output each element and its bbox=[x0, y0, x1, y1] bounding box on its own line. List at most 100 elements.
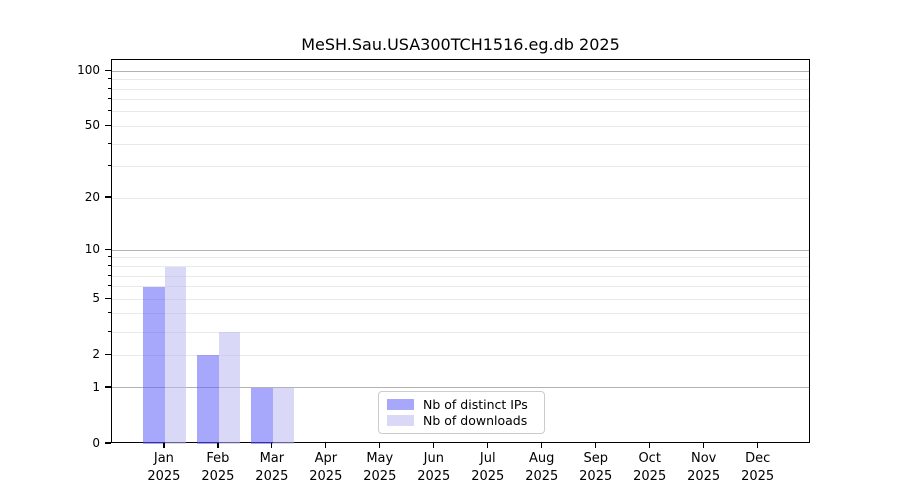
bar-distinct-ips bbox=[251, 388, 273, 444]
x-tick-label: Feb 2025 bbox=[176, 450, 260, 485]
y-minor-tick bbox=[107, 142, 111, 144]
x-tick-year: 2025 bbox=[147, 468, 181, 484]
y-minor-tick bbox=[107, 285, 111, 287]
y-tick-label: 0 bbox=[92, 435, 100, 450]
y-minor-tick bbox=[107, 87, 111, 89]
x-tick-year: 2025 bbox=[309, 468, 343, 484]
x-tick-year: 2025 bbox=[417, 468, 451, 484]
x-tick bbox=[271, 443, 273, 448]
x-tick-month: Mar bbox=[259, 451, 285, 466]
gridline-minor bbox=[112, 79, 809, 81]
x-tick bbox=[163, 443, 165, 448]
gridline-minor bbox=[112, 266, 809, 267]
x-tick bbox=[217, 443, 219, 448]
gridline-major bbox=[112, 249, 809, 251]
x-tick bbox=[649, 443, 651, 448]
x-tick-month: Oct bbox=[638, 451, 661, 466]
y-tick-label: 20 bbox=[84, 189, 100, 204]
gridline-major bbox=[112, 70, 809, 72]
gridline-major bbox=[112, 387, 809, 389]
x-tick-label: Dec 2025 bbox=[716, 450, 800, 485]
gridline-minor bbox=[112, 354, 809, 356]
bar-distinct-ips bbox=[197, 355, 219, 444]
gridline-minor bbox=[112, 125, 809, 127]
x-tick bbox=[595, 443, 597, 448]
y-minor-tick bbox=[107, 165, 111, 167]
x-tick-label: Sep 2025 bbox=[554, 450, 638, 485]
y-tick bbox=[105, 69, 111, 71]
x-tick-label: Mar 2025 bbox=[230, 450, 314, 485]
x-tick-label: Jun 2025 bbox=[392, 450, 476, 485]
x-tick-year: 2025 bbox=[525, 468, 559, 484]
x-tick bbox=[379, 443, 381, 448]
x-tick-label: Oct 2025 bbox=[608, 450, 692, 485]
x-tick-month: Jan bbox=[153, 451, 174, 466]
chart-title: MeSH.Sau.USA300TCH1516.eg.db 2025 bbox=[301, 35, 620, 54]
plot-area bbox=[111, 59, 810, 444]
y-tick bbox=[105, 442, 111, 444]
x-tick-label: May 2025 bbox=[338, 450, 422, 485]
x-tick-year: 2025 bbox=[201, 468, 235, 484]
x-tick-label: Jul 2025 bbox=[446, 450, 530, 485]
gridline-minor bbox=[112, 111, 809, 113]
x-tick-label: Apr 2025 bbox=[284, 450, 368, 485]
gridline-minor bbox=[112, 197, 809, 199]
x-tick-month: Sep bbox=[583, 451, 608, 466]
y-minor-tick bbox=[107, 78, 111, 80]
legend-label-downloads: Nb of downloads bbox=[423, 413, 528, 429]
gridline-minor bbox=[112, 166, 809, 168]
x-tick-month: Feb bbox=[206, 451, 230, 466]
bar-downloads bbox=[272, 388, 295, 444]
x-tick-year: 2025 bbox=[255, 468, 289, 484]
x-tick-month: Dec bbox=[745, 451, 771, 466]
y-tick bbox=[105, 386, 111, 388]
y-tick bbox=[105, 297, 111, 299]
x-tick-month: Aug bbox=[529, 451, 555, 466]
y-tick bbox=[105, 248, 111, 250]
gridline-minor bbox=[112, 331, 809, 333]
bar-distinct-ips bbox=[143, 286, 165, 444]
y-tick-label: 10 bbox=[84, 241, 100, 256]
y-minor-tick bbox=[107, 98, 111, 100]
gridline-minor bbox=[112, 143, 809, 145]
x-tick bbox=[325, 443, 327, 448]
y-tick-label: 1 bbox=[92, 379, 100, 394]
x-tick-year: 2025 bbox=[363, 468, 397, 484]
x-tick-year: 2025 bbox=[741, 468, 775, 484]
legend-swatch-distinct-ips bbox=[387, 398, 414, 410]
y-minor-tick bbox=[107, 256, 111, 258]
x-tick-month: May bbox=[366, 451, 394, 466]
gridline-minor bbox=[112, 286, 809, 288]
y-tick-label: 2 bbox=[92, 346, 100, 361]
y-tick bbox=[105, 196, 111, 198]
x-tick bbox=[703, 443, 705, 448]
x-tick-year: 2025 bbox=[633, 468, 667, 484]
y-tick-label: 100 bbox=[77, 62, 100, 77]
legend-item-distinct-ips: Nb of distinct IPs bbox=[387, 397, 536, 412]
x-tick-year: 2025 bbox=[471, 468, 505, 484]
x-tick-label: Nov 2025 bbox=[662, 450, 746, 485]
gridline-minor bbox=[112, 88, 809, 90]
y-minor-tick bbox=[107, 330, 111, 332]
x-tick-month: Jul bbox=[479, 451, 496, 466]
gridline-minor bbox=[112, 298, 809, 300]
legend-swatch-downloads bbox=[387, 415, 414, 427]
gridline-minor bbox=[112, 313, 809, 315]
x-tick bbox=[487, 443, 489, 448]
bar-downloads bbox=[164, 266, 187, 444]
legend-label-distinct-ips: Nb of distinct IPs bbox=[423, 396, 528, 412]
x-tick-month: Apr bbox=[314, 451, 338, 466]
x-tick-month: Jun bbox=[423, 451, 444, 466]
y-tick-label: 5 bbox=[92, 290, 100, 305]
x-tick bbox=[541, 443, 543, 448]
y-tick bbox=[105, 124, 111, 127]
x-tick-label: Aug 2025 bbox=[500, 450, 584, 485]
y-minor-tick bbox=[107, 265, 111, 266]
x-tick-year: 2025 bbox=[687, 468, 721, 484]
x-tick bbox=[433, 443, 435, 448]
x-tick-month: Nov bbox=[690, 451, 717, 466]
bar-downloads bbox=[218, 332, 241, 444]
y-minor-tick bbox=[107, 110, 111, 112]
y-tick-label: 50 bbox=[84, 117, 100, 132]
